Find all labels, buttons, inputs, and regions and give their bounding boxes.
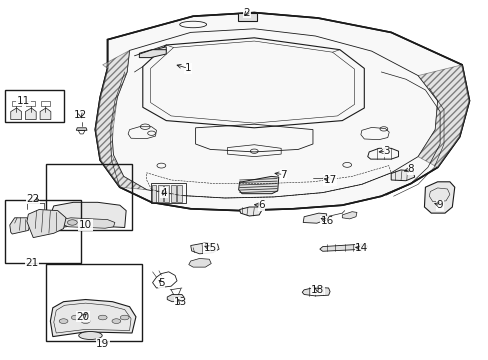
Polygon shape [51, 202, 126, 229]
Polygon shape [177, 185, 182, 202]
Bar [5, 90, 63, 122]
Polygon shape [50, 300, 136, 337]
Polygon shape [342, 212, 356, 219]
Text: 12: 12 [74, 110, 87, 120]
Text: 17: 17 [323, 175, 336, 185]
Text: 6: 6 [258, 200, 264, 210]
Polygon shape [190, 243, 219, 254]
Ellipse shape [67, 220, 77, 225]
Bar [5, 200, 81, 263]
Text: 5: 5 [158, 278, 164, 288]
Polygon shape [40, 108, 51, 120]
Text: 14: 14 [354, 243, 368, 253]
Text: 11: 11 [17, 96, 30, 106]
Ellipse shape [59, 319, 68, 323]
Bar [238, 13, 256, 21]
Polygon shape [239, 207, 261, 216]
Ellipse shape [81, 319, 90, 323]
Polygon shape [25, 108, 36, 120]
Text: 8: 8 [407, 164, 413, 174]
Bar [46, 164, 132, 230]
Polygon shape [302, 287, 329, 296]
Polygon shape [151, 185, 156, 202]
Ellipse shape [323, 176, 329, 180]
Text: 3: 3 [382, 146, 389, 156]
Ellipse shape [79, 332, 102, 339]
Ellipse shape [120, 315, 129, 320]
Polygon shape [139, 50, 166, 58]
Bar [46, 264, 142, 341]
Polygon shape [158, 185, 163, 202]
Text: 20: 20 [77, 312, 89, 322]
Text: 15: 15 [203, 243, 217, 253]
Text: 7: 7 [280, 170, 286, 180]
Text: 1: 1 [184, 63, 191, 73]
Polygon shape [188, 258, 211, 267]
Text: 16: 16 [320, 216, 334, 226]
Text: 2: 2 [243, 8, 250, 18]
Polygon shape [76, 128, 87, 130]
Ellipse shape [112, 319, 121, 323]
Bar [150, 183, 186, 203]
Polygon shape [417, 65, 468, 167]
Polygon shape [95, 13, 468, 211]
Text: 21: 21 [25, 258, 39, 268]
Ellipse shape [71, 315, 80, 320]
Text: 19: 19 [96, 339, 109, 349]
Polygon shape [167, 294, 184, 302]
Polygon shape [10, 218, 30, 234]
Text: 10: 10 [79, 220, 92, 230]
Polygon shape [424, 182, 454, 213]
Polygon shape [11, 108, 21, 120]
Polygon shape [390, 170, 414, 181]
Polygon shape [170, 185, 175, 202]
Text: 13: 13 [174, 297, 187, 307]
Polygon shape [60, 218, 115, 228]
Text: 9: 9 [436, 200, 443, 210]
Polygon shape [144, 47, 166, 57]
Text: 18: 18 [310, 285, 324, 295]
Text: 22: 22 [26, 194, 40, 204]
Polygon shape [164, 185, 169, 202]
Text: 4: 4 [160, 188, 167, 198]
Polygon shape [238, 176, 278, 194]
Polygon shape [27, 210, 66, 238]
Polygon shape [303, 213, 326, 223]
Ellipse shape [98, 315, 107, 320]
Polygon shape [319, 244, 367, 251]
Polygon shape [95, 50, 146, 190]
